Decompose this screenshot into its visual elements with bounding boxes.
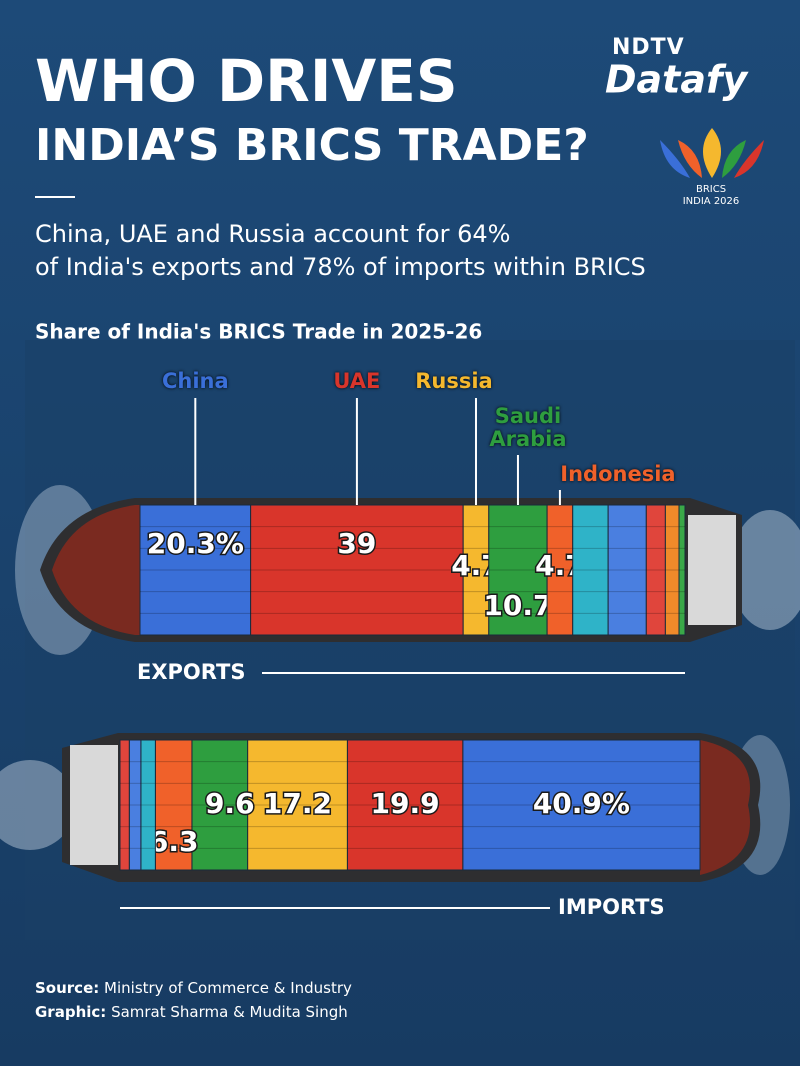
category-label: UAE bbox=[333, 369, 381, 393]
series-label: IMPORTS bbox=[558, 895, 665, 919]
container-segment bbox=[488, 504, 548, 636]
subtitle: China, UAE and Russia account for 64% bbox=[35, 220, 510, 248]
credit-label: Graphic: bbox=[35, 1003, 106, 1021]
container-segment bbox=[572, 504, 609, 636]
series-label: EXPORTS bbox=[137, 660, 245, 684]
container-segment bbox=[139, 504, 252, 636]
data-label: 6.3 bbox=[149, 825, 199, 858]
container-segment bbox=[462, 739, 701, 871]
container-segment bbox=[154, 739, 193, 871]
data-label: 39 bbox=[337, 527, 376, 560]
category-label: Indonesia bbox=[560, 462, 676, 486]
data-label: 40.9% bbox=[533, 787, 630, 820]
credit-text: Samrat Sharma & Mudita Singh bbox=[111, 1003, 348, 1021]
title: WHO DRIVES bbox=[35, 47, 458, 115]
product: Datafy bbox=[605, 58, 750, 102]
brand: NDTV bbox=[612, 35, 685, 60]
category-label: Russia bbox=[415, 369, 493, 393]
data-label: 17.2 bbox=[263, 787, 332, 820]
title: INDIA’S BRICS TRADE? bbox=[35, 120, 589, 171]
ship-bridge bbox=[688, 515, 736, 625]
source-label: Source: bbox=[35, 979, 99, 997]
logo-subtext: INDIA 2026 bbox=[683, 196, 740, 207]
container-segment bbox=[346, 739, 464, 871]
data-label: 20.3% bbox=[147, 527, 244, 560]
container-segment bbox=[250, 504, 464, 636]
ship-bridge bbox=[70, 745, 118, 865]
container-segment bbox=[678, 504, 686, 636]
logo-text: BRICS bbox=[696, 184, 726, 195]
category-label: China bbox=[161, 369, 229, 393]
subtitle: of India's exports and 78% of imports wi… bbox=[35, 253, 646, 281]
container-segment bbox=[191, 739, 249, 871]
credit: Graphic: Samrat Sharma & Mudita Singh bbox=[35, 1003, 348, 1021]
category-label: Saudi Arabia bbox=[489, 404, 567, 451]
data-label: 10.7 bbox=[483, 589, 552, 622]
ship-bow bbox=[52, 505, 140, 635]
source-text: Ministry of Commerce & Industry bbox=[104, 979, 352, 997]
wake bbox=[730, 510, 800, 630]
data-label: 9.6 bbox=[205, 787, 255, 820]
container-segment bbox=[119, 739, 130, 871]
source: Source: Ministry of Commerce & Industry bbox=[35, 979, 352, 997]
brics-logo bbox=[660, 128, 764, 178]
data-label: 19.9 bbox=[371, 787, 440, 820]
ship-bow bbox=[700, 740, 750, 875]
wake bbox=[0, 760, 75, 850]
container-segment bbox=[247, 739, 348, 871]
chart-title: Share of India's BRICS Trade in 2025-26 bbox=[35, 320, 482, 344]
